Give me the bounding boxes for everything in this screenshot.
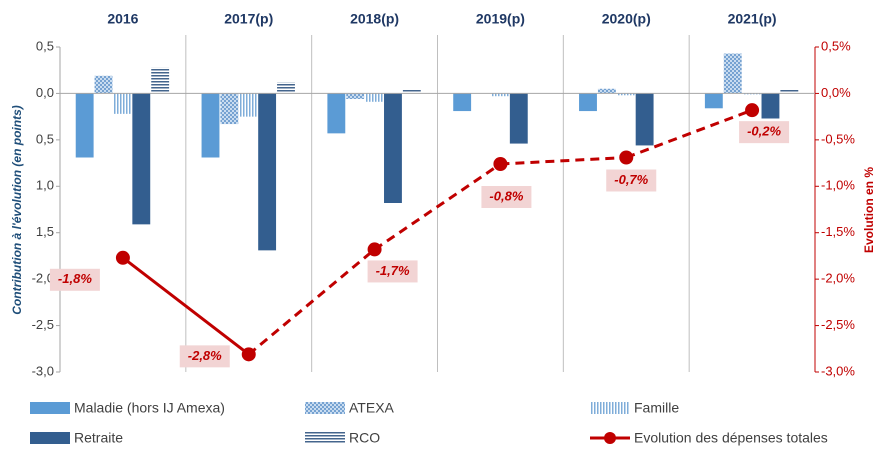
- bar: [402, 88, 421, 94]
- bar: [277, 82, 295, 94]
- y-tick-label: -2,0: [32, 271, 54, 286]
- line-point: [367, 242, 382, 257]
- bar: [635, 93, 654, 146]
- y2-tick-label: 0,0%: [821, 85, 851, 100]
- category-label: 2020(p): [602, 11, 651, 27]
- y-axis-label: Contribution à l'évolution (en points): [10, 105, 24, 315]
- line-segment: [373, 162, 502, 251]
- line-segment: [122, 256, 250, 356]
- category-label: 2018(p): [350, 11, 399, 27]
- bar: [75, 93, 94, 158]
- bar: [113, 93, 132, 114]
- bar: [151, 67, 170, 94]
- y-tick-label: 0,0: [36, 85, 54, 100]
- bar: [579, 93, 597, 112]
- bar: [704, 93, 723, 109]
- line-point: [745, 103, 760, 118]
- line-segment: [500, 156, 627, 166]
- legend-swatch: [30, 402, 70, 414]
- category-label: 2019(p): [476, 11, 525, 27]
- legend-label: ATEXA: [349, 400, 395, 416]
- line-segment: [247, 248, 376, 356]
- value-label: -2,8%: [188, 348, 222, 363]
- category-label: 2017(p): [224, 11, 273, 27]
- legend-label: Maladie (hors IJ Amexa): [74, 400, 225, 416]
- bar: [597, 88, 616, 94]
- value-label-box: [49, 268, 100, 291]
- bar: [220, 93, 239, 125]
- legend-label: RCO: [349, 430, 380, 446]
- legend-label: Evolution des dépenses totales: [634, 430, 828, 446]
- y-tick-label: -3,0: [32, 363, 54, 378]
- legend-swatch: [30, 432, 70, 444]
- bar: [453, 93, 472, 112]
- legend-label: Famille: [634, 400, 679, 416]
- line-point: [493, 157, 508, 171]
- legend-label: Retraite: [74, 430, 123, 446]
- legend-swatch: [305, 432, 345, 444]
- bar: [780, 89, 799, 94]
- y2-tick-label: -1,5%: [821, 224, 855, 239]
- bar: [616, 93, 635, 96]
- line-point: [619, 150, 634, 165]
- y-tick-label: 0,5: [36, 38, 54, 53]
- y2-tick-label: -1,0%: [821, 178, 855, 193]
- bar: [654, 91, 673, 94]
- y-tick-label: 1,5: [36, 224, 54, 239]
- bar: [723, 53, 742, 94]
- y2-tick-label: -0,5%: [821, 131, 855, 146]
- y2-axis-label: Evolution en %: [862, 167, 876, 253]
- value-label-box: [606, 169, 657, 192]
- y-tick-label: 0,5: [36, 131, 54, 146]
- line-point: [115, 250, 130, 265]
- bar: [258, 93, 277, 251]
- value-label: -0,2%: [747, 124, 781, 139]
- bar: [132, 93, 151, 225]
- bar: [365, 93, 384, 102]
- bar: [384, 93, 402, 203]
- value-label-box: [367, 260, 418, 283]
- line-segment: [625, 108, 753, 159]
- category-label: 2021(p): [728, 11, 777, 27]
- y2-tick-label: -3,0%: [821, 363, 855, 378]
- value-label: -0,8%: [489, 188, 523, 203]
- bar: [94, 75, 113, 94]
- bar: [490, 93, 509, 97]
- bar: [346, 93, 365, 99]
- y-tick-label: 1,0: [36, 178, 54, 193]
- bar: [239, 93, 258, 117]
- legend-swatch: [305, 402, 345, 414]
- value-label-box: [481, 186, 532, 208]
- bar: [761, 93, 780, 119]
- value-label: -1,7%: [376, 263, 410, 278]
- legend-swatch: [590, 402, 630, 414]
- bar: [201, 93, 220, 158]
- y2-tick-label: -2,5%: [821, 317, 855, 332]
- line-point: [241, 347, 256, 362]
- y2-tick-label: 0,5%: [821, 38, 851, 53]
- bar: [509, 93, 528, 144]
- value-label-box: [179, 345, 230, 368]
- value-label: -0,7%: [614, 172, 648, 187]
- y2-tick-label: -2,0%: [821, 271, 855, 286]
- category-label: 2016: [107, 11, 138, 27]
- y-tick-label: -2,5: [32, 317, 54, 332]
- value-label-box: [739, 121, 790, 144]
- legend-swatch: [604, 432, 616, 444]
- bar: [327, 93, 346, 134]
- value-label: -1,8%: [58, 271, 92, 286]
